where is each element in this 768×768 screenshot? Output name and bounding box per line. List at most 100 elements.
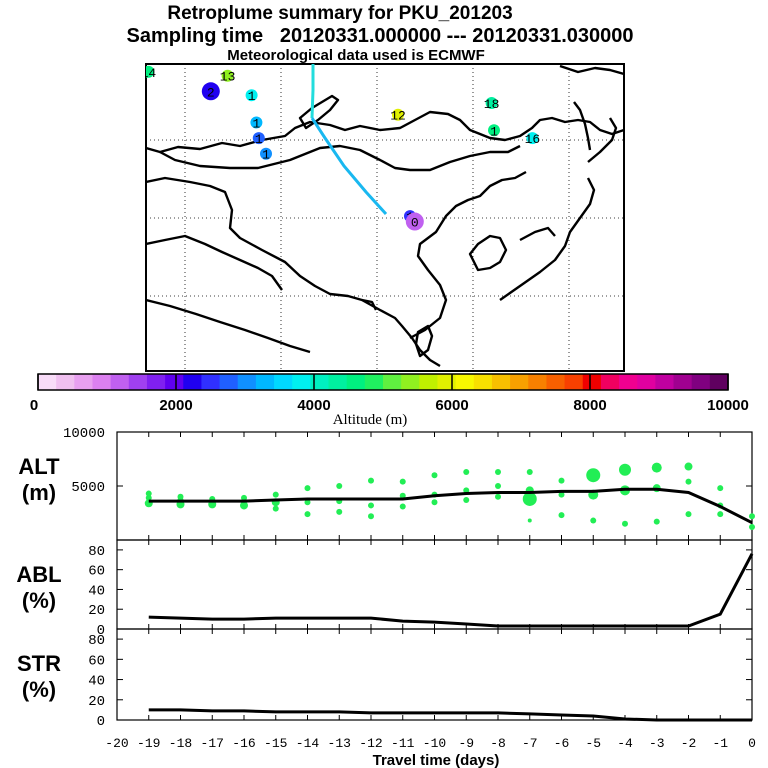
scatter-point — [463, 468, 470, 475]
colorbar-cell — [346, 374, 366, 390]
panel-label: (m) — [22, 480, 56, 505]
colorbar-cell — [473, 374, 493, 390]
trajectory-marker-label: 14 — [141, 66, 157, 81]
scatter-point — [399, 503, 406, 510]
scatter-point — [495, 468, 501, 475]
plot-frame — [116, 539, 753, 630]
map-frame — [145, 63, 625, 372]
scatter-point — [272, 491, 279, 498]
colorbar: 0 2000 4000 6000 8000 10000 Altitude (m) — [30, 373, 749, 428]
scatter-point — [304, 485, 311, 492]
colorbar-cell — [92, 374, 112, 390]
trajectory-lines — [310, 64, 388, 216]
y-tick-label: 40 — [88, 583, 105, 599]
trajectory-marker-label: 12 — [390, 109, 406, 124]
trajectory-marker — [526, 132, 539, 145]
panel-label: ALT — [18, 454, 60, 479]
x-tick-label: -14 — [296, 736, 320, 751]
trajectory-marker-label: 13 — [220, 70, 236, 85]
trajectory-marker — [146, 65, 155, 78]
y-tick-label: 20 — [88, 603, 105, 619]
scatter-point — [431, 472, 438, 479]
colorbar-ticks — [37, 374, 729, 390]
colorbar-cell — [237, 374, 257, 390]
scatter-point — [526, 468, 533, 475]
colorbar-cell — [619, 374, 638, 390]
colorbar-cell — [74, 374, 94, 390]
y-tick-label: 60 — [88, 653, 105, 669]
trajectory-marker — [201, 82, 220, 101]
colorbar-tick-label: 6000 — [435, 397, 468, 414]
colorbar-cell — [38, 374, 57, 390]
scatter-point — [145, 494, 152, 501]
colorbar-cell — [310, 374, 330, 390]
trajectory-marker — [392, 108, 404, 121]
colorbar-cell — [673, 374, 693, 390]
colorbar-cell — [419, 374, 439, 390]
y-tick-label: 40 — [88, 674, 105, 690]
scatter-point — [336, 483, 343, 489]
y-tick-label: 60 — [88, 564, 105, 580]
scatter-point — [336, 508, 343, 515]
colorbar-cell — [128, 374, 148, 390]
series-line — [148, 553, 754, 628]
trajectory-marker — [250, 116, 263, 129]
colorbar-cell — [165, 374, 184, 390]
colorbar-tick-label: 8000 — [573, 397, 606, 414]
colorbar-cell — [655, 374, 675, 390]
trajectory-marker — [260, 147, 272, 160]
trajectory-marker — [488, 124, 500, 137]
colorbar-cell — [274, 374, 293, 390]
colorbar-cell — [600, 374, 620, 390]
y-tick-label: 20 — [88, 694, 105, 710]
colorbar-cell — [491, 374, 511, 390]
trajectory-marker-label: 1 — [490, 124, 498, 139]
map-boundaries — [146, 64, 624, 368]
scatter-point — [399, 478, 406, 485]
colorbar-cell — [56, 374, 75, 390]
x-tick-label: -12 — [359, 736, 382, 751]
scatter-point — [240, 501, 248, 510]
scatter-point — [368, 502, 374, 509]
x-tick-label: -15 — [264, 736, 287, 751]
scatter-point — [651, 462, 662, 473]
trajectory-marker-label: 1 — [262, 148, 270, 163]
colorbar-cell — [201, 374, 221, 390]
y-tick-label: 5000 — [71, 480, 105, 496]
trajectory-marker — [252, 132, 265, 145]
colorbar-cell — [183, 374, 203, 390]
x-tick-label: -9 — [458, 736, 474, 751]
y-tick-label: 0 — [97, 714, 105, 730]
scatter-point — [590, 517, 597, 524]
colorbar-cell — [691, 374, 711, 390]
scatter-point — [558, 491, 565, 498]
colorbar-label: Altitude (m) — [333, 412, 408, 428]
abl-chart: 0 20 40 60 80 ABL(%) — [16, 539, 754, 639]
colorbar-cell — [709, 374, 729, 390]
colorbar-cell — [401, 374, 420, 390]
scatter-point — [304, 499, 311, 506]
x-tick-label: -13 — [328, 736, 351, 751]
scatter-point — [684, 462, 693, 471]
trajectory-marker-label: 1 — [255, 132, 263, 147]
colorbar-cell — [255, 374, 275, 390]
x-tick-label: -17 — [201, 736, 224, 751]
map-panel: 142131111121018116 — [141, 63, 625, 372]
trajectory-marker-label: 2 — [207, 85, 215, 100]
scatter-point — [558, 477, 565, 484]
scatter-point — [368, 513, 374, 520]
scatter-point — [558, 512, 565, 519]
scatter-point — [653, 518, 660, 525]
scatter-point — [586, 468, 601, 483]
x-tick-label: -4 — [617, 736, 633, 751]
plot-frame — [116, 628, 753, 721]
x-tick-label: -11 — [391, 736, 415, 751]
scatter-point — [717, 511, 724, 518]
x-tick-label: -1 — [712, 736, 728, 751]
colorbar-cells — [38, 374, 729, 390]
series-line — [148, 708, 752, 722]
scatter-point — [685, 478, 692, 485]
y-tick-label: 0 — [97, 623, 105, 639]
